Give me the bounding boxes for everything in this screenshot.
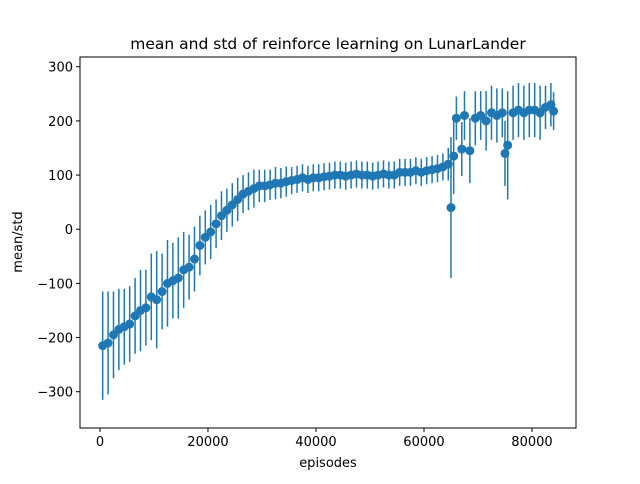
y-tick-label: −200	[37, 332, 73, 347]
y-tick-label: 100	[48, 169, 73, 184]
point	[451, 113, 461, 123]
point	[459, 110, 469, 120]
point	[500, 148, 510, 158]
plot-frame	[79, 56, 577, 429]
point	[497, 108, 507, 118]
point	[443, 159, 453, 169]
y-tick-label: 200	[48, 115, 73, 130]
x-tick-label: 80000	[511, 435, 552, 450]
point	[503, 140, 513, 150]
point	[211, 219, 221, 229]
point	[152, 295, 162, 305]
y-tick-label: 0	[65, 223, 73, 238]
point	[184, 262, 194, 272]
point	[549, 106, 559, 116]
point	[173, 273, 183, 283]
point	[141, 303, 151, 313]
point	[206, 227, 216, 237]
point	[189, 254, 199, 264]
y-tick-label: −300	[37, 386, 73, 401]
x-tick-label: 60000	[403, 435, 444, 450]
y-axis-label: mean/std	[11, 211, 26, 272]
y-tick-label: 300	[48, 61, 73, 76]
point	[457, 144, 467, 154]
point	[125, 319, 135, 329]
x-tick-label: 0	[96, 435, 104, 450]
point	[481, 116, 491, 126]
y-tick-label: −100	[37, 277, 73, 292]
point	[465, 146, 475, 156]
x-tick-label: 40000	[295, 435, 336, 450]
point	[449, 151, 459, 161]
point	[103, 338, 113, 348]
chart-title: mean and std of reinforce learning on Lu…	[130, 35, 526, 53]
point	[157, 287, 167, 297]
point	[446, 203, 456, 213]
point	[195, 240, 205, 250]
x-tick-label: 20000	[187, 435, 228, 450]
x-axis-label: episodes	[299, 456, 357, 471]
